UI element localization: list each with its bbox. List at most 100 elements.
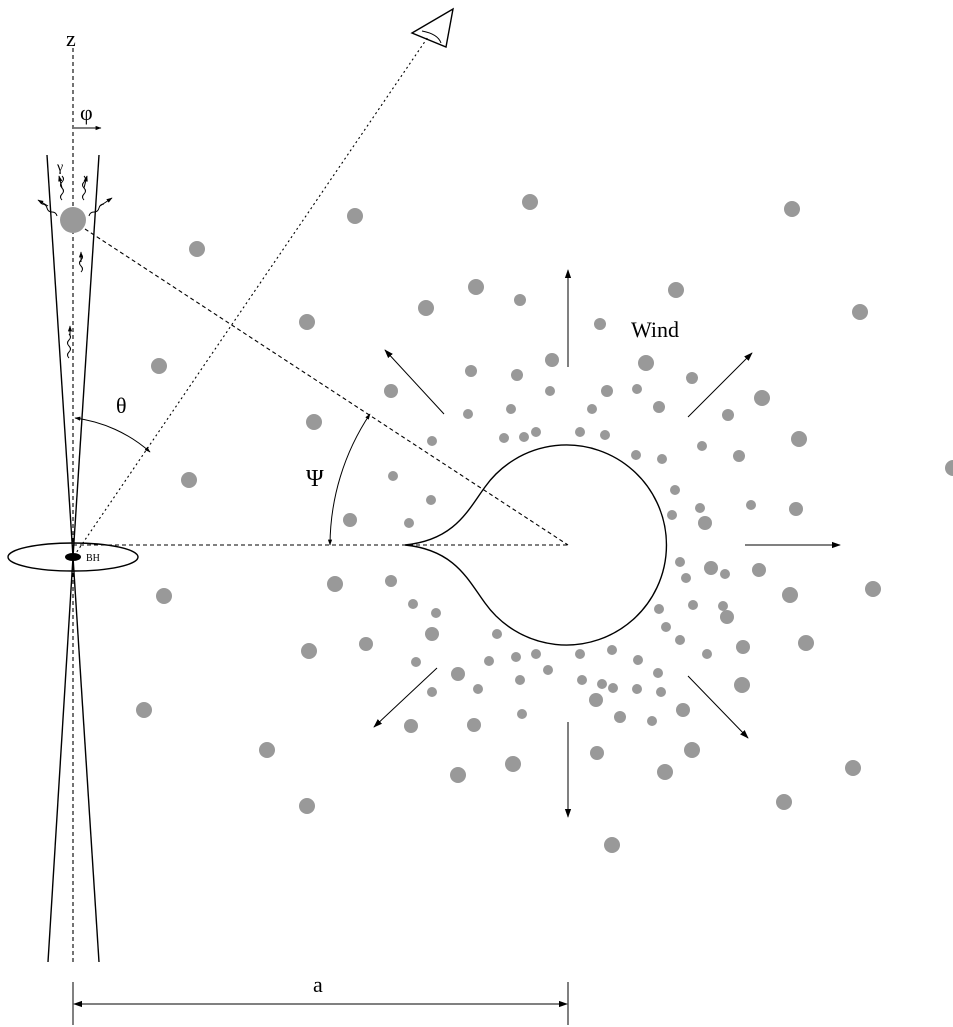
wind-clump xyxy=(695,503,705,513)
wind-clump xyxy=(784,201,800,217)
wind-clump xyxy=(517,709,527,719)
line-of-sight xyxy=(73,36,429,557)
wind-clump xyxy=(343,513,357,527)
wind-clump xyxy=(675,557,685,567)
wind-clump xyxy=(531,649,541,659)
wind-clump xyxy=(299,798,315,814)
psi-arc xyxy=(327,413,371,546)
wind-clump xyxy=(575,427,585,437)
wind-clump xyxy=(359,637,373,651)
wind-clump xyxy=(631,450,641,460)
wind-clump xyxy=(388,471,398,481)
wind-clump xyxy=(681,573,691,583)
wind-clump xyxy=(590,746,604,760)
wind-clump xyxy=(600,430,610,440)
wind-clump xyxy=(404,719,418,733)
wind-clump xyxy=(670,485,680,495)
wind-clump xyxy=(789,502,803,516)
wind-clump xyxy=(638,355,654,371)
theta-arc xyxy=(74,416,151,453)
wind-clump xyxy=(656,687,666,697)
wind-clump xyxy=(632,684,642,694)
wind-clump xyxy=(136,702,152,718)
wind-clump xyxy=(608,683,618,693)
wind-clump xyxy=(577,675,587,685)
wind-clump xyxy=(945,460,953,476)
wind-arrows xyxy=(373,269,841,818)
wind-clump xyxy=(661,622,671,632)
wind-clump xyxy=(782,587,798,603)
wind-clump xyxy=(505,756,521,772)
wind-clump xyxy=(653,401,665,413)
wind-clump xyxy=(676,703,690,717)
blob-to-star-line xyxy=(84,228,569,546)
wind-clump xyxy=(668,282,684,298)
wind-clump xyxy=(667,510,677,520)
wind-clump xyxy=(151,358,167,374)
theta-label: θ xyxy=(116,393,127,418)
phi-label: φ xyxy=(80,100,93,125)
wind-clump xyxy=(468,279,484,295)
wind-clump xyxy=(865,581,881,597)
wind-clump xyxy=(499,433,509,443)
wind-clump xyxy=(522,194,538,210)
wind-clump xyxy=(531,427,541,437)
wind-clump xyxy=(752,563,766,577)
wind-clump xyxy=(463,409,473,419)
wind-clump xyxy=(385,575,397,587)
wind-clump xyxy=(506,404,516,414)
wind-clump xyxy=(404,518,414,528)
wind-clump xyxy=(450,767,466,783)
wind-clump xyxy=(156,588,172,604)
wind-clump xyxy=(427,436,437,446)
wind-clump xyxy=(720,610,734,624)
wind-clump xyxy=(736,640,750,654)
wind-clump xyxy=(675,635,685,645)
wind-clump xyxy=(511,369,523,381)
wind-clump xyxy=(451,667,465,681)
wind-clump xyxy=(632,384,642,394)
wind-clump xyxy=(514,294,526,306)
wind-clump xyxy=(427,687,437,697)
wind-clump xyxy=(845,760,861,776)
wind-clump xyxy=(545,386,555,396)
wind-clump xyxy=(653,668,663,678)
wind-clump xyxy=(259,742,275,758)
eye-icon xyxy=(410,7,454,48)
wind-clump xyxy=(519,432,529,442)
wind-clump xyxy=(545,353,559,367)
wind-clump xyxy=(746,500,756,510)
jet-cone xyxy=(46,154,100,963)
wind-clump xyxy=(734,677,750,693)
wind-clump xyxy=(473,684,483,694)
wind-clump xyxy=(684,742,700,758)
wind-clump xyxy=(702,649,712,659)
wind-clump xyxy=(754,390,770,406)
wind-clump xyxy=(791,431,807,447)
photon-label: γ xyxy=(56,160,63,175)
wind-clump xyxy=(465,365,477,377)
wind-clump xyxy=(425,627,439,641)
separation-label: a xyxy=(313,972,323,997)
wind-clump xyxy=(492,629,502,639)
wind-clump xyxy=(589,693,603,707)
wind-clump xyxy=(657,764,673,780)
wind-clump xyxy=(776,794,792,810)
wind-clump xyxy=(467,718,481,732)
wind-clump xyxy=(688,600,698,610)
black-hole xyxy=(65,553,81,561)
wind-clump xyxy=(306,414,322,430)
wind-clump xyxy=(633,655,643,665)
z-axis-label: z xyxy=(66,26,76,51)
wind-clump xyxy=(426,495,436,505)
wind-clump xyxy=(587,404,597,414)
accretion-disk xyxy=(7,542,139,572)
wind-clump xyxy=(511,652,521,662)
wind-clump xyxy=(301,643,317,659)
wind-clump xyxy=(852,304,868,320)
wind-clump xyxy=(327,576,343,592)
wind-clump xyxy=(697,441,707,451)
wind-clumps xyxy=(136,194,953,853)
wind-clump xyxy=(722,409,734,421)
